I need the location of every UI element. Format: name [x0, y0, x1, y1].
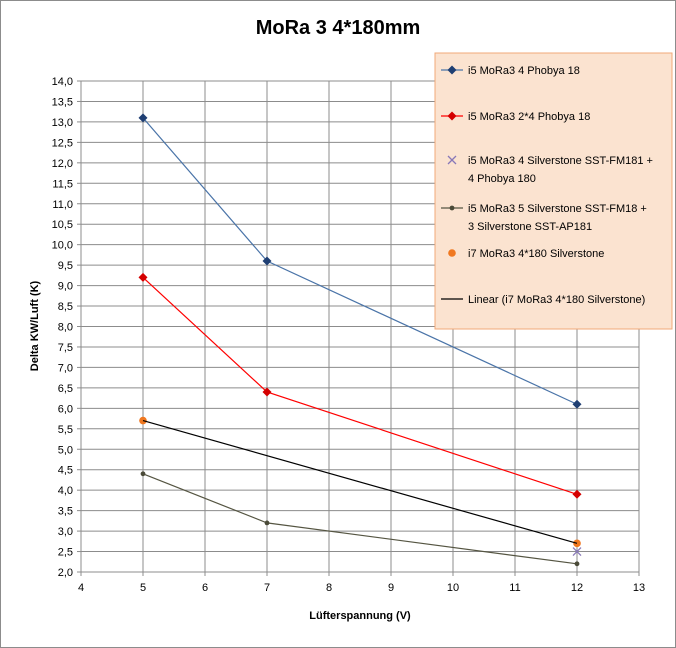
legend-label: i7 MoRa3 4*180 Silverstone [468, 248, 604, 260]
x-tick-label: 8 [326, 582, 332, 594]
legend-entry-4: i7 MoRa3 4*180 Silverstone [448, 248, 604, 260]
y-tick-label: 11,0 [52, 199, 73, 211]
x-tick-label: 7 [264, 582, 270, 594]
y-axis-title: Delta KW/Luft (K) [29, 280, 41, 371]
legend-entry-2: i5 MoRa3 4 Silverstone SST-FM181 + 4 Phob… [447, 155, 653, 185]
data-point [572, 489, 582, 499]
legend-marker [449, 205, 455, 211]
data-point [262, 387, 272, 397]
y-tick-label: 10,5 [52, 219, 73, 231]
legend-entry-1: i5 MoRa3 2*4 Phobya 18 [441, 111, 590, 123]
data-point [572, 399, 582, 409]
y-tick-label: 11,5 [52, 178, 73, 190]
series-0 [138, 113, 582, 409]
series-1 [138, 272, 582, 499]
y-tick-label: 8,0 [58, 322, 73, 334]
legend-label-line: 3 Silverstone SST-AP181 [468, 221, 592, 233]
legend-entry-3: i5 MoRa3 5 Silverstone SST-FM18 + 3 Silve… [441, 203, 647, 233]
y-tick-label: 6,0 [58, 403, 73, 415]
series-line [142, 420, 578, 544]
data-point [138, 272, 148, 282]
legend-entry-5: Linear (i7 MoRa3 4*180 Silverstone) [441, 294, 645, 306]
data-point [264, 520, 270, 526]
data-point [140, 471, 146, 477]
data-point [572, 547, 582, 557]
x-tick-label: 13 [633, 582, 645, 594]
legend-marker [447, 65, 457, 75]
y-tick-label: 3,0 [58, 526, 73, 538]
x-axis-title: Lüfterspannung (V) [309, 610, 411, 622]
data-point [574, 561, 580, 567]
y-tick-label: 13,5 [52, 96, 73, 108]
data-point [138, 113, 148, 123]
legend-box [434, 52, 673, 330]
y-tick-label: 9,5 [58, 260, 73, 272]
x-tick-label: 11 [509, 582, 520, 594]
series-5 [142, 420, 578, 544]
legend-label-line: i5 MoRa3 4 Silverstone SST-FM181 + [468, 155, 653, 167]
y-tick-label: 14,0 [52, 76, 73, 88]
x-tick-label: 10 [447, 582, 459, 594]
x-tick-label: 12 [571, 582, 583, 594]
y-tick-label: 7,0 [58, 362, 73, 374]
y-tick-label: 4,0 [58, 485, 73, 497]
y-tick-label: 2,0 [58, 567, 73, 579]
data-point [262, 256, 272, 266]
y-tick-label: 10,0 [52, 240, 73, 252]
legend-entry-0: i5 MoRa3 4 Phobya 18 [441, 65, 580, 77]
y-tick-label: 9,0 [58, 281, 73, 293]
legend-label: i5 MoRa3 2*4 Phobya 18 [468, 111, 590, 123]
chart-title: MoRa 3 4*180mm [256, 17, 421, 39]
y-tick-label: 5,5 [58, 424, 73, 436]
y-tick-label: 12,5 [52, 137, 73, 149]
y-tick-label: 3,5 [58, 506, 73, 518]
legend-label-line: 4 Phobya 180 [468, 173, 536, 185]
legend-marker [448, 249, 456, 257]
y-tick-label: 13,0 [52, 117, 73, 129]
legend-label: i5 MoRa3 5 Silverstone SST-FM18 + 3 Silve… [468, 203, 647, 233]
legend-label: i5 MoRa3 4 Phobya 18 [468, 65, 580, 77]
y-tick-label: 7,5 [58, 342, 73, 354]
x-tick-label: 6 [202, 582, 208, 594]
x-tick-label: 5 [140, 582, 146, 594]
legend-label-line: i5 MoRa3 5 Silverstone SST-FM18 + [468, 203, 647, 215]
legend-label: Linear (i7 MoRa3 4*180 Silverstone) [468, 294, 645, 306]
y-tick-label: 5,0 [58, 444, 73, 456]
x-tick-label: 4 [78, 582, 84, 594]
y-tick-label: 4,5 [58, 465, 73, 477]
y-tick-label: 2,5 [58, 547, 73, 559]
legend-marker [447, 111, 457, 121]
series-3 [140, 471, 580, 567]
y-tick-label: 8,5 [58, 301, 73, 313]
y-tick-label: 12,0 [52, 158, 73, 170]
x-tick-label: 9 [388, 582, 394, 594]
y-tick-label: 6,5 [58, 383, 73, 395]
series-2 [572, 547, 582, 557]
legend-label: i5 MoRa3 4 Silverstone SST-FM181 + 4 Phob… [468, 155, 653, 185]
legend-marker [447, 155, 457, 165]
